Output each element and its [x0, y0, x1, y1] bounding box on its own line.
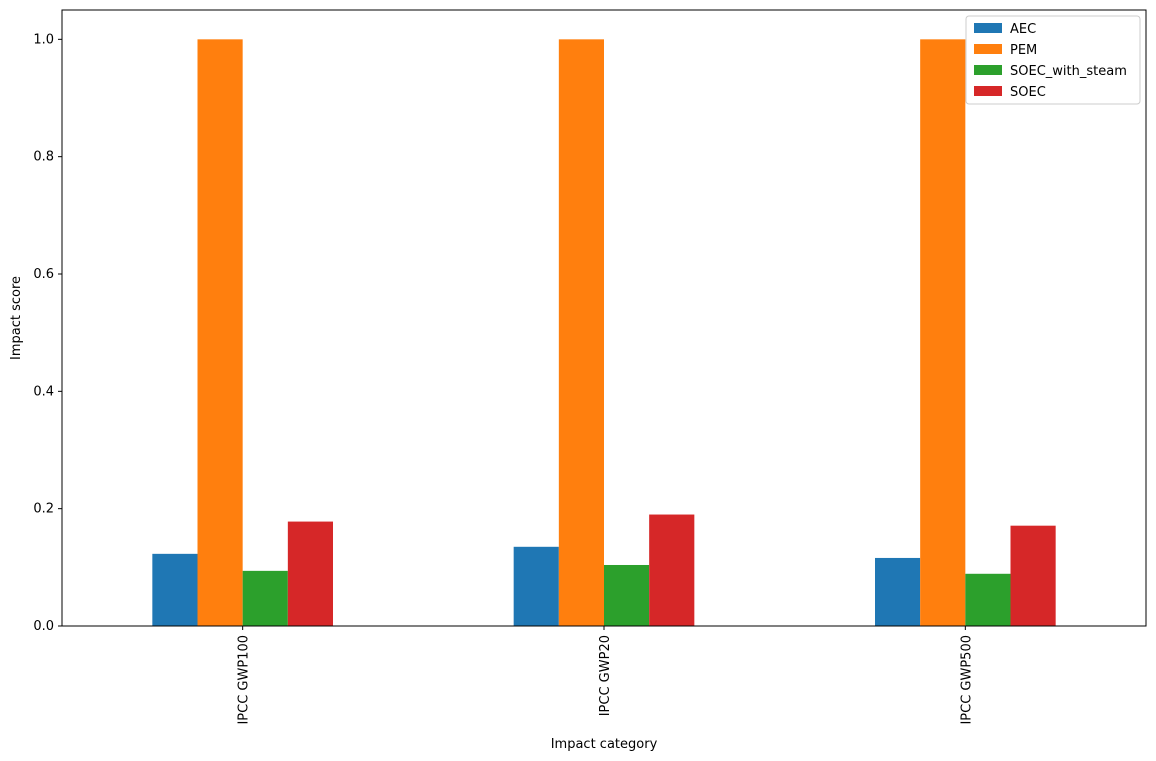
legend-label: SOEC_with_steam — [1010, 64, 1127, 79]
legend-label: PEM — [1010, 43, 1037, 58]
y-axis: 0.0 0.2 0.4 0.6 0.8 1.0 — [33, 32, 62, 634]
legend: AEC PEM SOEC_with_steam SOEC — [965, 15, 1141, 105]
legend-label: AEC — [1010, 22, 1036, 37]
legend-swatch — [974, 23, 1002, 33]
y-tick-label: 0.8 — [33, 150, 54, 165]
bar-soec-with-steam-2 — [965, 573, 1011, 626]
y-tick-label: 0.0 — [33, 619, 54, 634]
bar-soec-with-steam-0 — [242, 570, 288, 626]
legend-swatch — [974, 86, 1002, 96]
bar-soec-2 — [1010, 525, 1056, 626]
bar-pem-1 — [558, 39, 604, 627]
y-tick-label: 0.4 — [33, 384, 54, 399]
legend-label: SOEC — [1010, 85, 1046, 100]
y-tick-label: 0.2 — [33, 502, 54, 517]
y-tick-label: 0.6 — [33, 267, 54, 282]
legend-box — [965, 15, 1141, 105]
x-axis-label: Impact category — [551, 737, 658, 752]
x-tick-label: IPCC GWP100 — [237, 635, 252, 725]
bar-soec-1 — [649, 514, 695, 626]
y-axis-label: Impact score — [9, 276, 24, 360]
x-tick-label: IPCC GWP500 — [959, 635, 974, 725]
legend-swatch — [974, 65, 1002, 75]
x-axis: IPCC GWP100 IPCC GWP20 IPCC GWP500 — [237, 626, 974, 725]
bar-aec-0 — [152, 553, 198, 626]
legend-swatch — [974, 44, 1002, 54]
bar-pem-2 — [920, 39, 966, 627]
bar-pem-0 — [197, 39, 243, 627]
bar-aec-2 — [875, 557, 921, 626]
x-tick-label: IPCC GWP20 — [598, 635, 613, 716]
y-tick-label: 1.0 — [33, 32, 54, 47]
bars-group — [152, 39, 1056, 627]
bar-soec-0 — [287, 521, 333, 626]
bar-aec-1 — [513, 546, 559, 626]
bar-soec-with-steam-1 — [604, 564, 650, 626]
